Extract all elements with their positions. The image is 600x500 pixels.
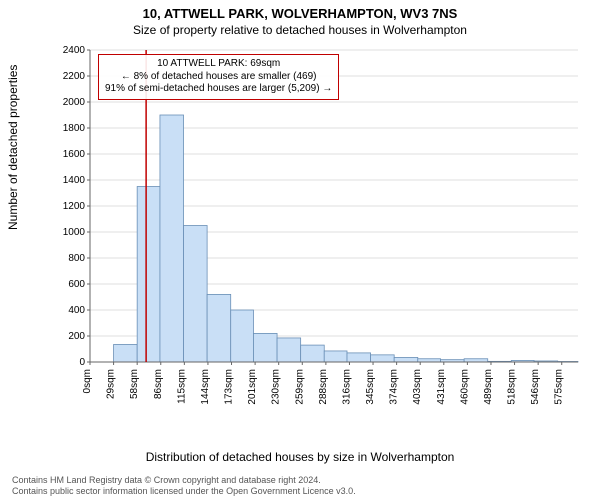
svg-text:1800: 1800 xyxy=(63,123,86,134)
svg-text:374sqm: 374sqm xyxy=(389,369,400,405)
footer-attribution: Contains HM Land Registry data © Crown c… xyxy=(12,475,356,496)
svg-text:230sqm: 230sqm xyxy=(271,369,282,405)
annotation-line-3: 91% of semi-detached houses are larger (… xyxy=(105,83,332,96)
svg-text:1000: 1000 xyxy=(63,227,86,238)
svg-text:0sqm: 0sqm xyxy=(82,369,93,393)
footer-line-1: Contains HM Land Registry data © Crown c… xyxy=(12,475,356,485)
svg-text:518sqm: 518sqm xyxy=(507,369,518,405)
svg-text:316sqm: 316sqm xyxy=(341,369,352,405)
y-axis-label: Number of detached properties xyxy=(6,65,20,230)
svg-text:403sqm: 403sqm xyxy=(412,369,423,405)
svg-text:2000: 2000 xyxy=(63,97,86,108)
svg-text:2400: 2400 xyxy=(63,46,86,56)
annotation-line-1: 10 ATTWELL PARK: 69sqm xyxy=(105,58,332,71)
svg-text:144sqm: 144sqm xyxy=(200,369,211,405)
svg-text:800: 800 xyxy=(68,253,85,264)
svg-text:460sqm: 460sqm xyxy=(459,369,470,405)
svg-text:2200: 2200 xyxy=(63,71,86,82)
svg-text:345sqm: 345sqm xyxy=(365,369,376,405)
svg-text:86sqm: 86sqm xyxy=(153,369,164,399)
svg-text:0: 0 xyxy=(79,357,85,368)
chart-title-sub: Size of property relative to detached ho… xyxy=(0,21,600,37)
svg-text:1600: 1600 xyxy=(63,149,86,160)
svg-text:400: 400 xyxy=(68,305,85,316)
svg-text:1400: 1400 xyxy=(63,175,86,186)
svg-text:600: 600 xyxy=(68,279,85,290)
svg-text:288sqm: 288sqm xyxy=(318,369,329,405)
histogram-plot: 0 200 400 600 800 1000 1200 1400 1600 1800 2000 220… xyxy=(56,46,582,416)
footer-line-2: Contains public sector information licen… xyxy=(12,486,356,496)
svg-text:200: 200 xyxy=(68,331,85,342)
svg-text:115sqm: 115sqm xyxy=(176,369,187,404)
svg-text:259sqm: 259sqm xyxy=(294,369,305,405)
svg-text:1200: 1200 xyxy=(63,201,86,212)
svg-text:546sqm: 546sqm xyxy=(530,369,541,405)
annotation-line-2: ← 8% of detached houses are smaller (469… xyxy=(105,71,332,84)
svg-text:431sqm: 431sqm xyxy=(436,369,447,405)
svg-text:489sqm: 489sqm xyxy=(483,369,494,405)
svg-text:173sqm: 173sqm xyxy=(224,369,235,405)
svg-text:29sqm: 29sqm xyxy=(106,369,117,399)
chart-title-main: 10, ATTWELL PARK, WOLVERHAMPTON, WV3 7NS xyxy=(0,0,600,21)
x-axis-label: Distribution of detached houses by size … xyxy=(0,450,600,464)
svg-text:575sqm: 575sqm xyxy=(554,369,565,405)
chart-area: 0 200 400 600 800 1000 1200 1400 1600 1800 2000 220… xyxy=(56,46,582,416)
property-annotation-box: 10 ATTWELL PARK: 69sqm ← 8% of detached … xyxy=(98,54,339,100)
svg-text:201sqm: 201sqm xyxy=(247,369,258,405)
svg-text:58sqm: 58sqm xyxy=(129,369,140,399)
